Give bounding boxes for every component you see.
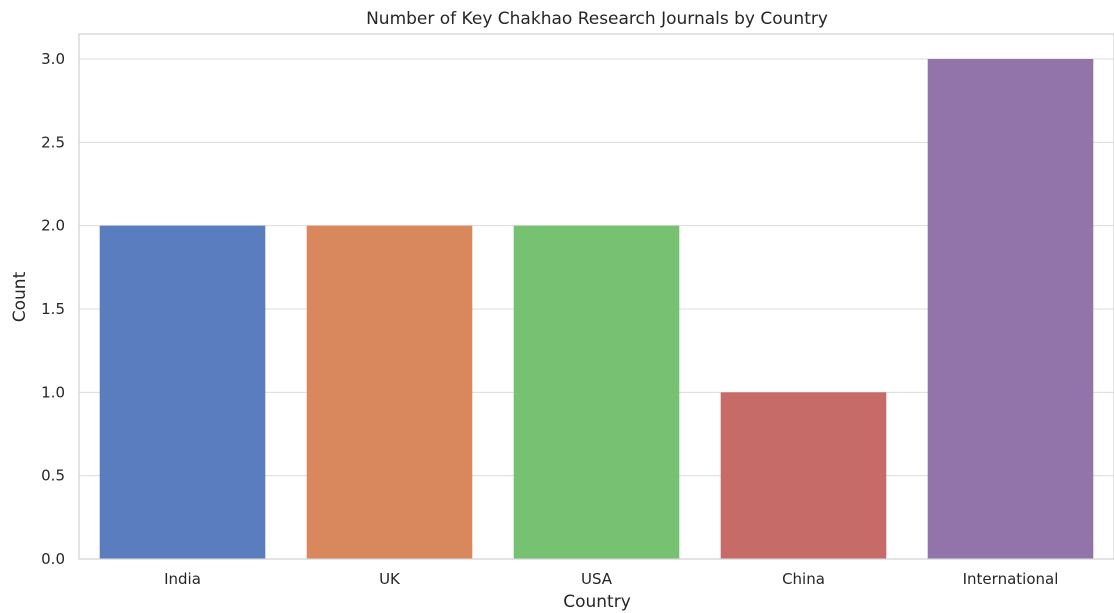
bar-usa: [513, 225, 680, 559]
y-tick-label: 0.5: [41, 467, 65, 485]
chart-title: Number of Key Chakhao Research Journals …: [366, 9, 828, 29]
bar-china: [720, 392, 887, 559]
bar-uk: [306, 225, 473, 559]
x-tick-label: International: [963, 570, 1059, 588]
x-tick-label: China: [782, 570, 825, 588]
x-axis-label: Country: [563, 592, 631, 612]
y-axis-label: Count: [10, 271, 30, 322]
y-tick-label: 1.5: [41, 300, 65, 318]
y-tick-label: 2.5: [41, 133, 65, 151]
y-tick-label: 3.0: [41, 50, 65, 68]
bar-india: [99, 225, 266, 559]
y-tick-label: 0.0: [41, 550, 65, 568]
x-axis-ticks: India UK USA China International: [164, 570, 1058, 588]
bars: [99, 59, 1094, 559]
x-tick-label: USA: [581, 570, 613, 588]
plot-frame: [78, 33, 1114, 560]
y-tick-label: 2.0: [41, 217, 65, 235]
y-axis-ticks: 0.0 0.5 1.0 1.5 2.0 2.5 3.0: [41, 50, 65, 568]
y-tick-label: 1.0: [41, 383, 65, 401]
bar-international: [927, 59, 1094, 559]
x-tick-label: India: [164, 570, 201, 588]
x-tick-label: UK: [379, 570, 401, 588]
